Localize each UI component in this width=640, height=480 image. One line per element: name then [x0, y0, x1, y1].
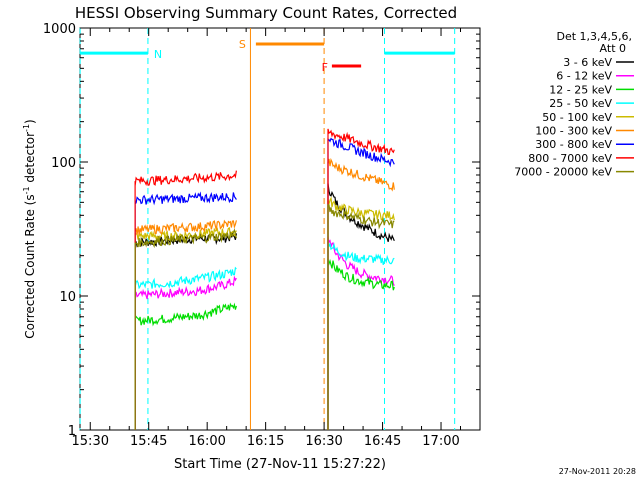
y-tick-label: 1000	[43, 22, 76, 37]
x-tick-label: 17:00	[422, 434, 459, 449]
series-layer	[134, 128, 395, 430]
series-0-trace-segment-1	[134, 231, 237, 430]
y-tick-label: 10	[59, 290, 76, 305]
x-tick-label: 16:30	[305, 434, 342, 449]
x-tick-label: 16:15	[247, 434, 284, 449]
legend-entry-label: 25 - 50 keV	[549, 97, 612, 110]
series-0-trace-segment-2	[327, 183, 395, 430]
legend-header-line-2: Att 0	[600, 42, 626, 55]
series-6-trace-segment-2	[327, 137, 395, 430]
y-axis-label: Corrected Count Rate (s-1 detector-1)	[22, 119, 37, 338]
series-3-trace-segment-2	[327, 242, 395, 430]
series-6-trace-segment-1	[134, 191, 237, 430]
legend-entry-label: 300 - 800 keV	[535, 138, 612, 151]
legend-entry-label: 12 - 25 keV	[549, 83, 612, 96]
x-tick-label: 15:30	[72, 434, 109, 449]
series-1-trace-segment-1	[134, 275, 237, 430]
series-5-trace-segment-2	[327, 157, 395, 430]
series-2-trace-segment-2	[327, 258, 395, 430]
series-1-trace-segment-2	[327, 236, 395, 430]
legend-entry-label: 800 - 7000 keV	[528, 152, 612, 165]
legend-entry-label: 7000 - 20000 keV	[514, 166, 612, 179]
legend-entry-label: 100 - 300 keV	[535, 125, 612, 138]
y-axis-label-end: )	[23, 119, 37, 124]
x-tick-label: 16:00	[188, 434, 225, 449]
saa-flag-label: S	[239, 38, 246, 51]
x-tick-label: 15:45	[130, 434, 167, 449]
y-axis-label-exp1: -1	[22, 186, 31, 194]
chart-title: HESSI Observing Summary Count Rates, Cor…	[75, 4, 457, 22]
y-axis-label-main: Corrected Count Rate (s	[23, 194, 37, 338]
legend-entry-label: 3 - 6 keV	[563, 56, 612, 69]
y-axis: 1 10 100 1000	[43, 22, 480, 439]
series-5-trace-segment-1	[134, 219, 237, 430]
legend-header-line-1: Det 1,3,4,5,6,	[556, 30, 632, 43]
series-3-trace-segment-1	[134, 266, 237, 430]
series-8-trace-segment-2	[327, 204, 395, 430]
series-2-trace-segment-1	[134, 302, 237, 430]
night-flag-label: N	[154, 48, 162, 61]
series-7-trace-segment-2	[327, 128, 395, 430]
series-4-trace-segment-2	[327, 196, 395, 430]
series-8-trace-segment-1	[134, 228, 237, 430]
timestamp: 27-Nov-2011 20:28	[559, 467, 636, 476]
series-4-trace-segment-1	[134, 226, 237, 430]
x-axis-label: Start Time (27-Nov-11 15:27:22)	[174, 457, 386, 472]
legend-entry-label: 50 - 100 keV	[542, 111, 612, 124]
series-7-trace-segment-1	[134, 170, 237, 430]
x-axis: 15:30 15:45 16:00 16:15 16:30 16:45 17:00	[72, 28, 481, 449]
x-tick-label: 16:45	[364, 434, 401, 449]
y-tick-label: 1	[68, 424, 76, 439]
flare-flag-label: F	[322, 61, 328, 74]
legend-entry-label: 6 - 12 keV	[556, 70, 612, 83]
y-axis-label-exp2: -1	[22, 124, 31, 132]
y-axis-label-mid: detector	[23, 132, 37, 187]
y-tick-label: 100	[51, 156, 76, 171]
